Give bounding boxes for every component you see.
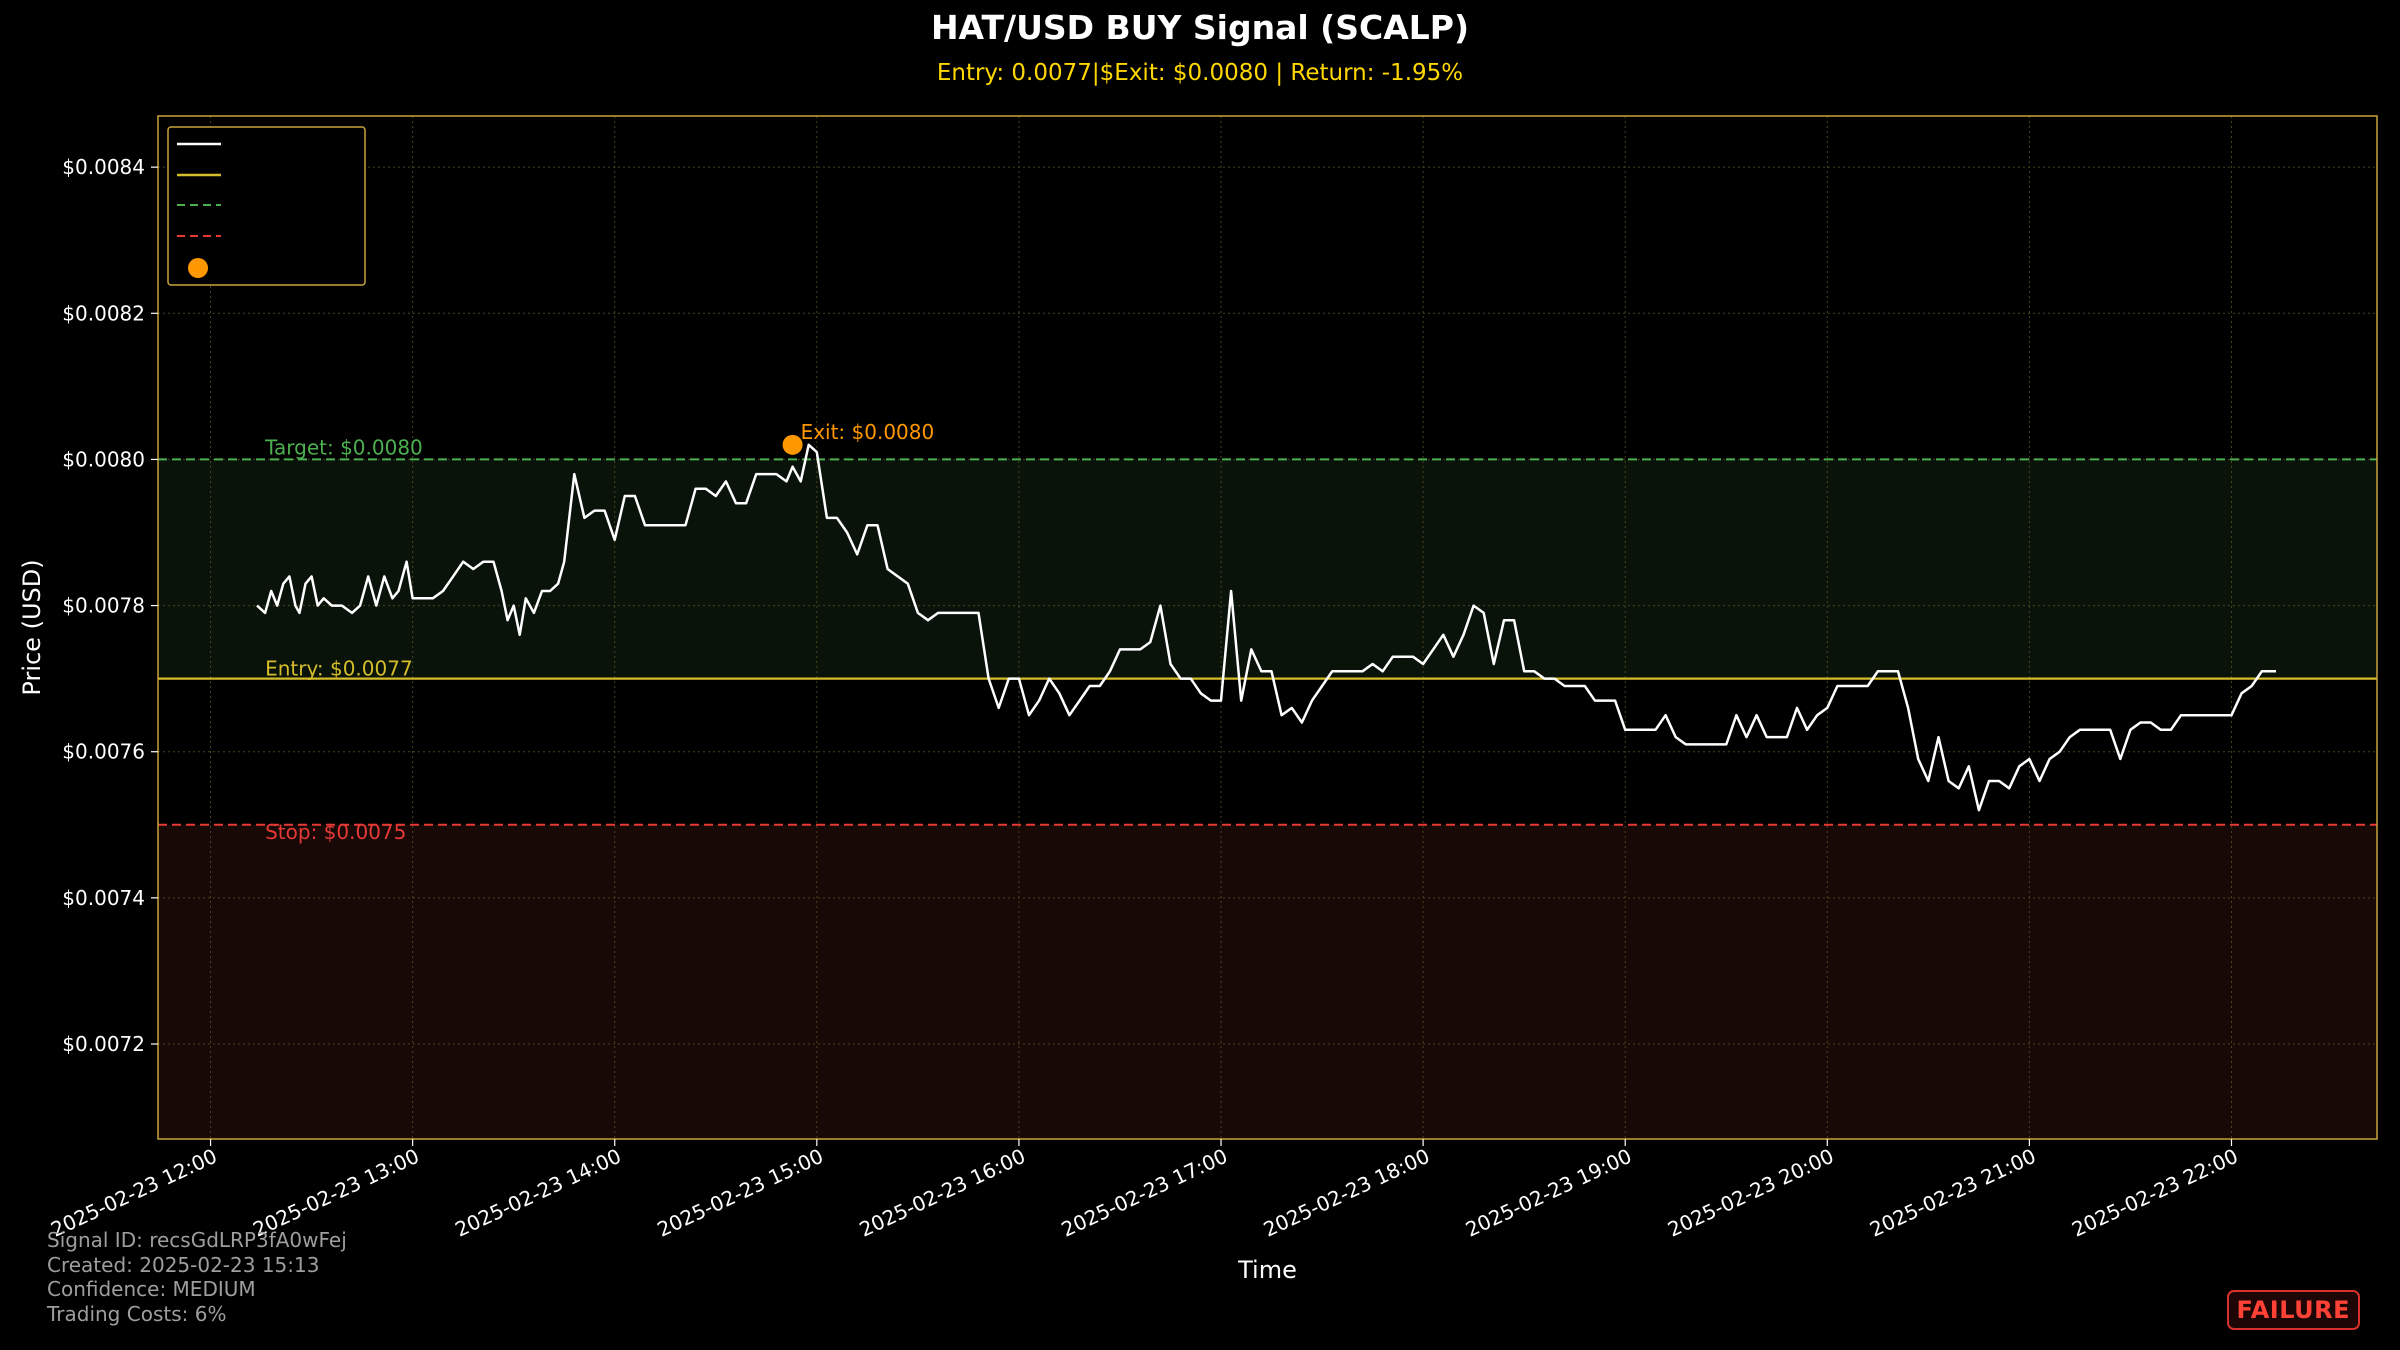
x-tick-label: 2025-02-23 22:00: [2068, 1144, 2241, 1242]
confidence: Confidence: MEDIUM: [47, 1277, 256, 1301]
entry-label: Entry: $0.0077: [265, 657, 413, 681]
x-tick-label: 2025-02-23 17:00: [1058, 1144, 1231, 1242]
y-tick-label: $0.0072: [62, 1032, 145, 1056]
y-tick-label: $0.0078: [62, 594, 145, 618]
y-tick-label: $0.0084: [62, 155, 145, 179]
level-lines: Target: $0.0080 Entry: $0.0077 Stop: $0.00…: [158, 435, 2377, 844]
exit-point: [782, 434, 803, 455]
signal-info: Signal ID: recsGdLRP3fA0wFej Created: 20…: [47, 1228, 347, 1326]
chart-legend: [167, 126, 366, 286]
y-tick-label: $0.0076: [62, 740, 145, 764]
x-tick-label: 2025-02-23 14:00: [451, 1144, 624, 1242]
x-tick-label: 2025-02-23 13:00: [249, 1144, 422, 1242]
y-tick-label: $0.0082: [62, 301, 145, 325]
exit-markers: Exit: $0.0080: [782, 420, 935, 455]
trading-costs: Trading Costs: 6%: [47, 1301, 227, 1326]
x-tick-label: 2025-02-23 20:00: [1664, 1144, 1837, 1242]
x-axis-label: Time: [1237, 1256, 1297, 1284]
y-tick-label: $0.0080: [62, 447, 145, 471]
y-tick-label: $0.0074: [62, 886, 145, 910]
price-series: [256, 443, 2276, 812]
price-zones: [158, 459, 2377, 1139]
created-time: Created: 2025-02-23 15:13: [47, 1252, 320, 1277]
legend-exit-swatch: [188, 258, 208, 278]
chart-subtitle: Entry: 0.0077|$Exit: $0.0080 | Return: -…: [937, 60, 1463, 86]
x-tick-label: 2025-02-23 16:00: [856, 1144, 1029, 1242]
x-tick-label: 2025-02-23 19:00: [1462, 1144, 1635, 1242]
x-axis-ticks: 2025-02-23 12:00 2025-02-23 13:00 2025-02-…: [47, 1139, 2242, 1242]
grid-lines: [158, 116, 2377, 1139]
y-axis-label: Price (USD): [18, 559, 46, 695]
legend-box: [167, 126, 366, 286]
x-tick-label: 2025-02-23 21:00: [1866, 1144, 2039, 1242]
x-tick-label: 2025-02-23 15:00: [653, 1144, 826, 1242]
exit-label: Exit: $0.0080: [801, 420, 935, 444]
target-zone: [158, 459, 2377, 679]
price-line: [256, 443, 2276, 812]
stop-label: Stop: $0.0075: [265, 820, 406, 844]
stop-zone: [158, 824, 2377, 1139]
signal-id: Signal ID: recsGdLRP3fA0wFej: [47, 1228, 347, 1252]
x-tick-label: 2025-02-23 18:00: [1260, 1144, 1433, 1242]
plot-frame: [157, 115, 2378, 1140]
target-label: Target: $0.0080: [264, 435, 423, 459]
x-tick-label: 2025-02-23 12:00: [47, 1144, 220, 1242]
y-axis-ticks: $0.0072 $0.0074 $0.0076 $0.0078 $0.0080 $0.00…: [62, 155, 158, 1056]
chart-title: HAT/USD BUY Signal (SCALP): [931, 8, 1469, 47]
status-badge: FAILURE: [2226, 1290, 2360, 1330]
